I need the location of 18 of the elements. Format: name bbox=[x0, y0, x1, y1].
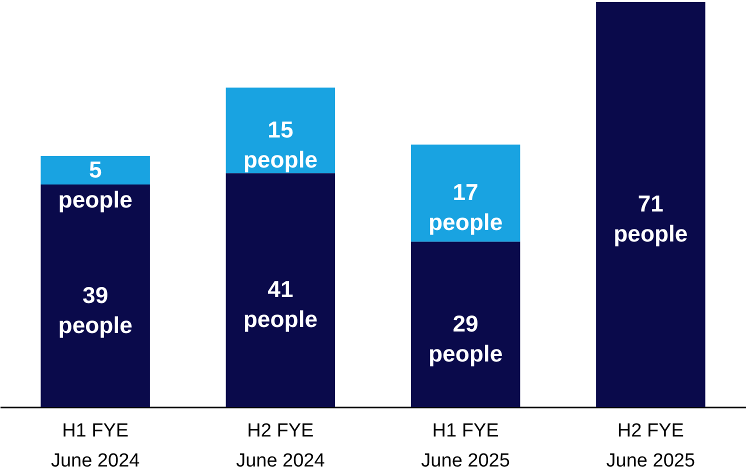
bar bbox=[226, 173, 336, 407]
x-tick-label: H1 FYE June 2025 bbox=[421, 420, 510, 472]
x-tick-label: H1 FYE June 2024 bbox=[50, 420, 140, 472]
data-label: 29 people bbox=[428, 310, 503, 366]
bar bbox=[410, 242, 520, 407]
x-tick-label: H2 FYE June 2024 bbox=[236, 420, 326, 472]
data-label: 39 people bbox=[58, 282, 132, 338]
bar bbox=[226, 88, 336, 174]
bar bbox=[40, 156, 150, 185]
bar bbox=[40, 184, 150, 407]
x-tick-label: H2 FYE June 2025 bbox=[606, 420, 696, 472]
data-label: 71 people bbox=[614, 190, 688, 246]
data-label: 17 people bbox=[428, 179, 503, 236]
data-label: 15 people bbox=[243, 116, 318, 172]
data-label: 41 people bbox=[243, 276, 318, 332]
bar bbox=[596, 2, 706, 407]
data-label: 5 people bbox=[58, 156, 132, 212]
bar bbox=[410, 144, 520, 242]
